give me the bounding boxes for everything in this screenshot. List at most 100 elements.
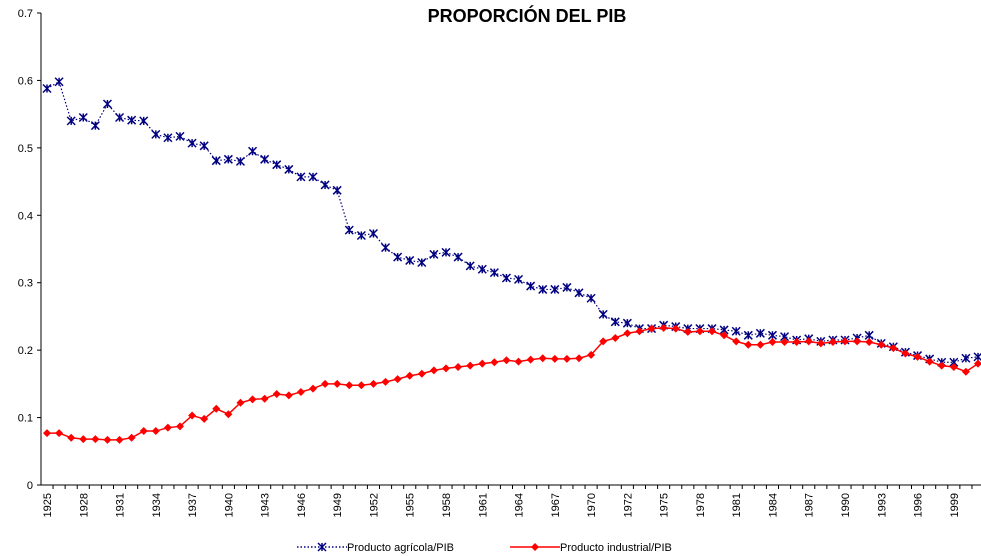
marker <box>731 326 741 336</box>
y-tick-label: 0.4 <box>18 210 33 222</box>
marker <box>333 379 342 388</box>
marker <box>102 99 112 109</box>
marker <box>115 112 125 123</box>
legend-label: Producto agrícola/PIB <box>347 542 454 554</box>
marker <box>538 354 547 363</box>
marker <box>321 379 330 388</box>
marker <box>695 327 704 336</box>
marker <box>635 327 644 336</box>
marker <box>223 154 233 164</box>
marker <box>913 352 922 361</box>
marker <box>151 129 161 139</box>
marker <box>55 429 64 438</box>
marker <box>490 358 499 367</box>
marker <box>526 281 536 291</box>
x-tick-label: 1984 <box>767 493 779 517</box>
y-tick-label: 0.1 <box>18 413 33 425</box>
marker <box>417 369 426 378</box>
marker <box>586 293 596 303</box>
x-tick-label: 1993 <box>876 493 888 517</box>
x-tick-label: 1967 <box>550 493 562 517</box>
marker <box>767 330 777 340</box>
x-tick-label: 1958 <box>441 493 453 517</box>
marker <box>587 350 596 359</box>
marker <box>901 349 910 358</box>
marker <box>659 323 668 332</box>
marker <box>260 394 269 403</box>
marker <box>90 121 100 131</box>
marker <box>332 185 342 195</box>
legend-marker <box>317 542 327 552</box>
x-tick-label: 1996 <box>913 493 925 517</box>
x-tick-label: 1990 <box>840 493 852 517</box>
marker <box>974 359 981 368</box>
x-tick-label: 1943 <box>260 493 272 517</box>
marker <box>248 395 257 404</box>
chart-title: PROPORCIÓN DEL PIB <box>428 5 627 26</box>
marker <box>889 344 898 353</box>
marker <box>550 284 560 294</box>
marker <box>611 334 620 343</box>
marker <box>417 257 427 268</box>
marker <box>574 288 584 298</box>
marker <box>393 252 403 262</box>
y-tick-label: 0.6 <box>18 75 33 87</box>
x-tick-label: 1961 <box>477 493 489 517</box>
marker <box>610 317 620 327</box>
marker <box>780 338 789 347</box>
x-tick-label: 1964 <box>514 493 526 517</box>
x-tick-label: 1975 <box>659 493 671 517</box>
x-tick-label: 1946 <box>296 493 308 517</box>
x-tick-label: 1972 <box>622 493 634 517</box>
marker <box>514 357 523 366</box>
x-tick-label: 1978 <box>695 493 707 517</box>
marker <box>961 353 971 363</box>
marker <box>381 377 390 386</box>
marker <box>212 404 221 413</box>
marker <box>381 243 391 253</box>
marker <box>647 324 656 333</box>
marker <box>501 273 511 283</box>
x-tick-label: 1952 <box>368 493 380 517</box>
marker <box>211 156 221 166</box>
x-tick-label: 1981 <box>731 493 743 517</box>
marker <box>864 330 874 340</box>
marker <box>139 427 148 436</box>
marker <box>708 327 716 336</box>
marker <box>841 337 849 346</box>
marker <box>163 133 173 143</box>
marker <box>296 387 305 396</box>
marker <box>176 422 184 431</box>
marker <box>599 337 608 346</box>
marker <box>368 228 378 239</box>
marker <box>151 427 160 436</box>
legend-marker <box>531 543 539 551</box>
x-tick-label: 1999 <box>949 493 961 517</box>
marker <box>200 414 209 423</box>
marker <box>127 115 137 125</box>
marker <box>441 247 451 257</box>
marker <box>755 328 765 338</box>
marker <box>442 364 450 373</box>
marker <box>550 354 559 363</box>
marker <box>720 331 729 340</box>
marker <box>309 384 317 393</box>
marker <box>224 410 233 419</box>
marker <box>236 398 245 407</box>
y-tick-label: 0.2 <box>18 345 33 357</box>
marker <box>623 329 632 338</box>
marker <box>961 367 970 376</box>
marker <box>514 274 524 284</box>
marker <box>538 284 548 294</box>
marker <box>562 282 572 292</box>
marker <box>79 435 88 444</box>
marker <box>345 381 354 390</box>
marker <box>187 138 197 148</box>
marker <box>405 371 414 380</box>
marker <box>598 309 608 319</box>
marker <box>429 366 438 375</box>
y-tick-label: 0.3 <box>18 278 33 290</box>
marker <box>816 339 825 348</box>
marker <box>139 116 149 126</box>
